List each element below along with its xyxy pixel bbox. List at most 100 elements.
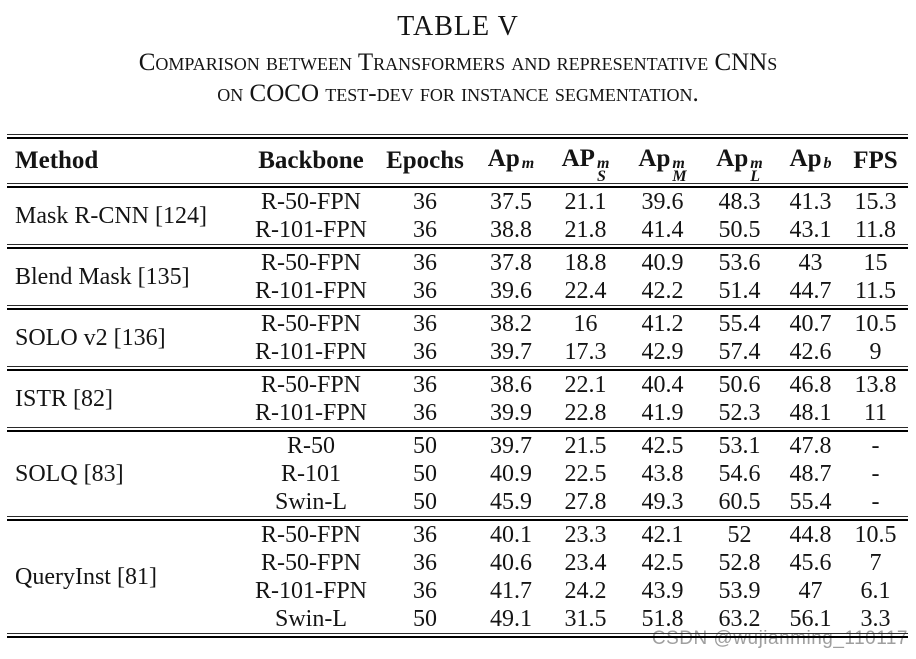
method-group-mask-rcnn: Mask R-CNN [124] R-50-FPN 36 37.5 21.1 39.6 4… bbox=[7, 188, 908, 244]
cell-ap-large: 53.6 bbox=[718, 250, 761, 276]
cell-epochs: 50 bbox=[413, 606, 437, 632]
table-row: R-101-FPN 36 38.8 21.8 41.4 50.5 43.1 11.8 bbox=[7, 216, 908, 244]
bottom-rule bbox=[7, 633, 908, 638]
cell-ap-large: 55.4 bbox=[718, 311, 761, 337]
cell-epochs: 36 bbox=[413, 189, 437, 215]
cell-epochs: 50 bbox=[413, 461, 437, 487]
table-caption: Comparison between Transformers and repr… bbox=[0, 47, 916, 109]
cell-ap-large: 52 bbox=[727, 522, 752, 548]
cell-fps: 3.3 bbox=[860, 606, 891, 632]
cell-backbone: R-50-FPN bbox=[260, 189, 362, 215]
cell-ap-s: 24.2 bbox=[564, 578, 607, 604]
group-rule bbox=[7, 366, 908, 371]
cell-ap-b: 47 bbox=[798, 578, 823, 604]
cell-epochs: 36 bbox=[413, 217, 437, 243]
cell-epochs: 50 bbox=[413, 489, 437, 515]
cell-ap-medium: 43.9 bbox=[641, 578, 684, 604]
cell-epochs: 36 bbox=[413, 578, 437, 604]
cell-epochs: 36 bbox=[413, 550, 437, 576]
method-group-solq: SOLQ [83] R-50 50 39.7 21.5 42.5 53.1 47.8 - R-… bbox=[7, 432, 908, 516]
cell-ap-s: 23.3 bbox=[564, 522, 607, 548]
cell-ap-large: 50.5 bbox=[718, 217, 761, 243]
cell-ap-medium: 49.3 bbox=[641, 489, 684, 515]
table-row: SOLQ [83] R-50 50 39.7 21.5 42.5 53.1 47.8 - bbox=[7, 432, 908, 487]
cell-ap-medium: 42.1 bbox=[641, 522, 684, 548]
cell-ap-medium: 40.9 bbox=[641, 250, 684, 276]
cell-ap-m: 45.9 bbox=[490, 489, 532, 515]
table-row: SOLO v2 [136] R-50-FPN 36 38.2 16 41.2 55.4 40… bbox=[7, 310, 908, 351]
cell-epochs: 36 bbox=[413, 400, 437, 426]
group-rule bbox=[7, 305, 908, 310]
cell-ap-b: 46.8 bbox=[789, 372, 832, 398]
cell-ap-large: 63.2 bbox=[718, 606, 761, 632]
col-header-epochs: Epochs bbox=[386, 147, 464, 174]
cell-ap-b: 55.4 bbox=[789, 489, 832, 515]
cell-ap-s: 18.8 bbox=[564, 250, 607, 276]
header-section: Method Backbone Epochs Ap m AP m S Ap m M Ap m… bbox=[7, 139, 908, 183]
cell-ap-s: 22.8 bbox=[564, 400, 607, 426]
cell-fps: 11.5 bbox=[854, 278, 897, 304]
top-rule bbox=[7, 134, 908, 139]
cell-backbone: Swin-L bbox=[275, 489, 347, 515]
cell-epochs: 36 bbox=[413, 278, 437, 304]
table-row: R-101-FPN 36 41.7 24.2 43.9 53.9 47 6.1 bbox=[7, 577, 908, 605]
cell-ap-s: 22.1 bbox=[564, 372, 607, 398]
cell-ap-b: 48.1 bbox=[789, 400, 832, 426]
cell-fps: - bbox=[871, 489, 880, 515]
col-header-ap-m: Ap m bbox=[475, 139, 547, 183]
col-header-fps: FPS bbox=[853, 147, 898, 174]
cell-ap-m: 40.1 bbox=[490, 522, 532, 548]
cell-ap-large: 50.6 bbox=[718, 372, 761, 398]
table-row: R-101-FPN 36 39.7 17.3 42.9 57.4 42.6 9 bbox=[7, 338, 908, 366]
rule-row bbox=[7, 633, 908, 638]
cell-ap-medium: 41.4 bbox=[641, 217, 684, 243]
cell-ap-b: 56.1 bbox=[789, 606, 832, 632]
cell-ap-m: 40.6 bbox=[490, 550, 532, 576]
cell-epochs: 50 bbox=[413, 433, 437, 459]
cell-epochs: 36 bbox=[413, 250, 437, 276]
cell-ap-large: 57.4 bbox=[718, 339, 761, 365]
table-row: ISTR [82] R-50-FPN 36 38.6 22.1 40.4 50.6 46.8… bbox=[7, 371, 908, 412]
table-row: R-101-FPN 36 39.6 22.4 42.2 51.4 44.7 11.5 bbox=[7, 277, 908, 305]
cell-fps: 10.5 bbox=[854, 522, 897, 548]
cell-ap-large: 52.3 bbox=[718, 400, 761, 426]
rule-row bbox=[7, 427, 908, 432]
col-header-ap-s: AP m S bbox=[561, 145, 610, 184]
cell-fps: 7 bbox=[869, 550, 882, 576]
cell-ap-m: 38.6 bbox=[490, 372, 532, 398]
cell-ap-m: 39.9 bbox=[490, 400, 532, 426]
rule-row bbox=[7, 183, 908, 188]
cell-epochs: 36 bbox=[413, 339, 437, 365]
cell-ap-medium: 41.9 bbox=[641, 400, 684, 426]
method-cell: Blend Mask [135] bbox=[15, 264, 190, 290]
cell-backbone: R-101-FPN bbox=[254, 400, 368, 426]
cell-ap-medium: 42.5 bbox=[641, 550, 684, 576]
cell-fps: 6.1 bbox=[860, 578, 891, 604]
cell-ap-s: 16 bbox=[573, 311, 598, 337]
cell-ap-medium: 42.9 bbox=[641, 339, 684, 365]
cell-ap-b: 42.6 bbox=[789, 339, 832, 365]
group-rule bbox=[7, 516, 908, 521]
cell-epochs: 36 bbox=[413, 372, 437, 398]
cell-ap-large: 60.5 bbox=[718, 489, 761, 515]
supsub: m bbox=[521, 155, 535, 172]
col-header-ap-b: Ap b bbox=[778, 139, 843, 183]
cell-ap-m: 38.2 bbox=[490, 311, 532, 337]
cell-ap-m: 40.9 bbox=[490, 461, 532, 487]
cell-ap-b: 47.8 bbox=[789, 433, 832, 459]
cell-ap-large: 53.1 bbox=[718, 433, 761, 459]
cell-ap-medium: 42.5 bbox=[641, 433, 684, 459]
col-header-ap-medium: Ap m M bbox=[638, 145, 687, 183]
method-cell: Mask R-CNN [124] bbox=[15, 203, 207, 229]
table-title: TABLE V bbox=[397, 11, 519, 42]
cell-ap-m: 37.8 bbox=[490, 250, 532, 276]
table-row: Swin-L 50 49.1 31.5 51.8 63.2 56.1 3.3 bbox=[7, 605, 908, 633]
cell-fps: 13.8 bbox=[854, 372, 897, 398]
cell-epochs: 36 bbox=[413, 522, 437, 548]
method-group-istr: ISTR [82] R-50-FPN 36 38.6 22.1 40.4 50.6 46.8… bbox=[7, 371, 908, 427]
cell-fps: 15 bbox=[863, 250, 888, 276]
cell-ap-m: 49.1 bbox=[490, 606, 532, 632]
